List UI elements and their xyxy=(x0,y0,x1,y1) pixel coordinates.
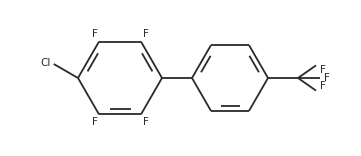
Text: F: F xyxy=(324,73,330,83)
Text: F: F xyxy=(92,29,97,39)
Text: Cl: Cl xyxy=(40,58,51,68)
Text: F: F xyxy=(320,65,326,75)
Text: F: F xyxy=(143,29,148,39)
Text: F: F xyxy=(92,117,97,127)
Text: F: F xyxy=(320,81,326,91)
Text: F: F xyxy=(143,117,148,127)
